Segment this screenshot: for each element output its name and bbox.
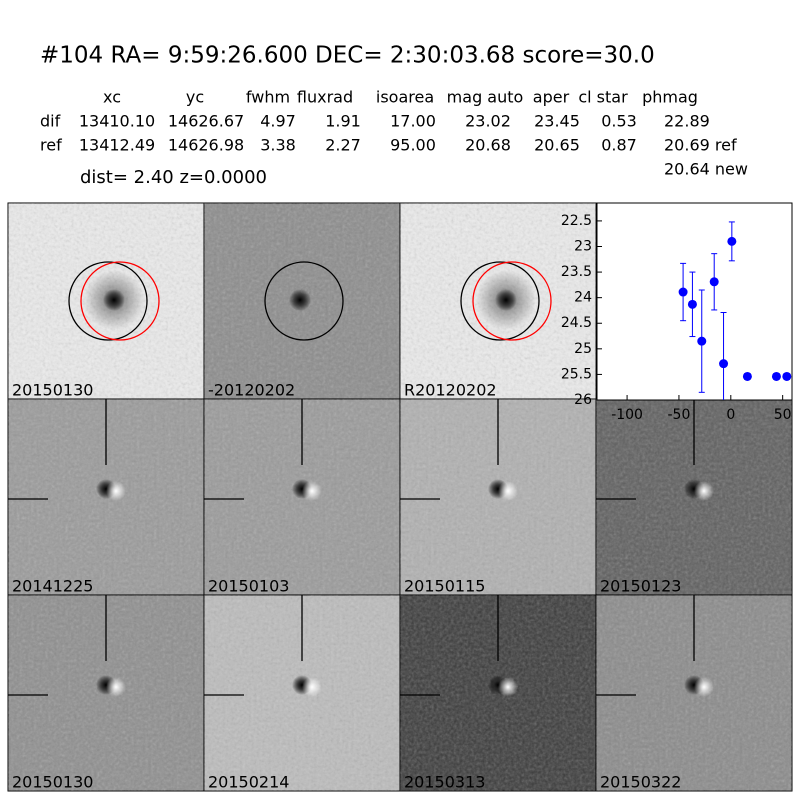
cell: 0.53 xyxy=(601,112,637,131)
y-tick-label: 25 xyxy=(574,341,592,357)
stamp-label: 20150103 xyxy=(208,577,289,596)
source xyxy=(103,289,125,311)
source xyxy=(289,289,311,311)
column-header: xc xyxy=(103,88,121,107)
stamp: R20120202 xyxy=(399,202,597,400)
y-tick-label: 23 xyxy=(574,238,592,254)
column-header: cl star xyxy=(578,88,628,107)
y-tick-label: 24.5 xyxy=(561,315,592,331)
x-tick-label: 50 xyxy=(774,407,792,423)
stamp-label: 20150313 xyxy=(404,773,485,792)
ring xyxy=(472,261,552,341)
cell: 1.91 xyxy=(325,112,361,131)
row-label: dif xyxy=(40,112,61,131)
point xyxy=(782,371,792,381)
ring xyxy=(80,261,160,341)
y-tick-label: 26 xyxy=(574,392,592,408)
column-header: aper xyxy=(533,88,570,107)
cell: 3.38 xyxy=(260,136,296,155)
source-bright xyxy=(694,677,714,697)
stamp-label: 20150130 xyxy=(12,381,93,400)
cell: 13412.49 xyxy=(79,136,155,155)
stamp: -20120202 xyxy=(203,202,401,400)
source-bright xyxy=(106,481,126,501)
title: #104 RA= 9:59:26.600 DEC= 2:30:03.68 sco… xyxy=(40,43,655,69)
cell: 22.89 xyxy=(664,112,710,131)
cell: 0.87 xyxy=(601,136,637,155)
cell: 23.45 xyxy=(534,112,580,131)
cell: 13410.10 xyxy=(79,112,155,131)
ring xyxy=(264,261,344,341)
y-tick-label: 25.5 xyxy=(561,366,592,382)
point xyxy=(678,287,688,297)
y-tick-label: 22.5 xyxy=(561,213,592,229)
stamp: 20150130 xyxy=(7,594,205,792)
cell: 20.64 new xyxy=(664,160,748,179)
stamp-label: 20141225 xyxy=(12,577,93,596)
stamp-label: 20150123 xyxy=(600,577,681,596)
x-tick-label: 0 xyxy=(726,407,735,423)
cell: 95.00 xyxy=(390,136,436,155)
cell: 14626.67 xyxy=(168,112,244,131)
source-bright xyxy=(302,481,322,501)
x-tick-label: -50 xyxy=(668,407,691,423)
cell: 20.68 xyxy=(465,136,511,155)
point xyxy=(727,236,737,246)
cell: 17.00 xyxy=(390,112,436,131)
cell: 2.27 xyxy=(325,136,361,155)
column-header: phmag xyxy=(642,88,698,107)
point xyxy=(719,359,729,369)
source-bright xyxy=(106,677,126,697)
stamp: 20150322 xyxy=(595,594,793,792)
stamp: 20150214 xyxy=(203,594,401,792)
stamp-label: 20150130 xyxy=(12,773,93,792)
source-bright xyxy=(498,677,518,697)
cell: 20.65 xyxy=(534,136,580,155)
source-bright xyxy=(498,481,518,501)
stamp: 20150130 xyxy=(7,202,205,400)
stamp: 20150115 xyxy=(399,398,597,596)
ring xyxy=(68,261,148,341)
column-header: fluxrad xyxy=(297,88,353,107)
stamp-label: 20150322 xyxy=(600,773,681,792)
point xyxy=(742,371,752,381)
stamp: 20141225 xyxy=(7,398,205,596)
point xyxy=(697,336,707,346)
cell: 20.69 ref xyxy=(664,136,737,155)
column-header: fwhm xyxy=(246,88,290,107)
source xyxy=(495,289,517,311)
cell: 23.02 xyxy=(465,112,511,131)
column-header: mag auto xyxy=(447,88,524,107)
stamp-label: 20150214 xyxy=(208,773,289,792)
stamp-label: -20120202 xyxy=(208,381,295,400)
point xyxy=(687,299,697,309)
column-header: yc xyxy=(186,88,204,107)
ring xyxy=(460,261,540,341)
point xyxy=(771,371,781,381)
stamp-label: 20150115 xyxy=(404,577,485,596)
stamp: 20150103 xyxy=(203,398,401,596)
y-tick-label: 24 xyxy=(574,290,592,306)
point xyxy=(709,277,719,287)
y-tick-label: 23.5 xyxy=(561,264,592,280)
stamp: 20150313 xyxy=(399,594,597,792)
cell: 4.97 xyxy=(260,112,296,131)
x-tick-label: -100 xyxy=(611,407,643,423)
stamp: 20150123 xyxy=(595,398,793,596)
source-bright xyxy=(302,677,322,697)
row-label: ref xyxy=(40,136,62,155)
column-header: isoarea xyxy=(376,88,434,107)
source-bright xyxy=(694,481,714,501)
stamp-label: R20120202 xyxy=(404,381,497,400)
dist: dist= 2.40 z=0.0000 xyxy=(80,167,267,188)
cell: 14626.98 xyxy=(168,136,244,155)
